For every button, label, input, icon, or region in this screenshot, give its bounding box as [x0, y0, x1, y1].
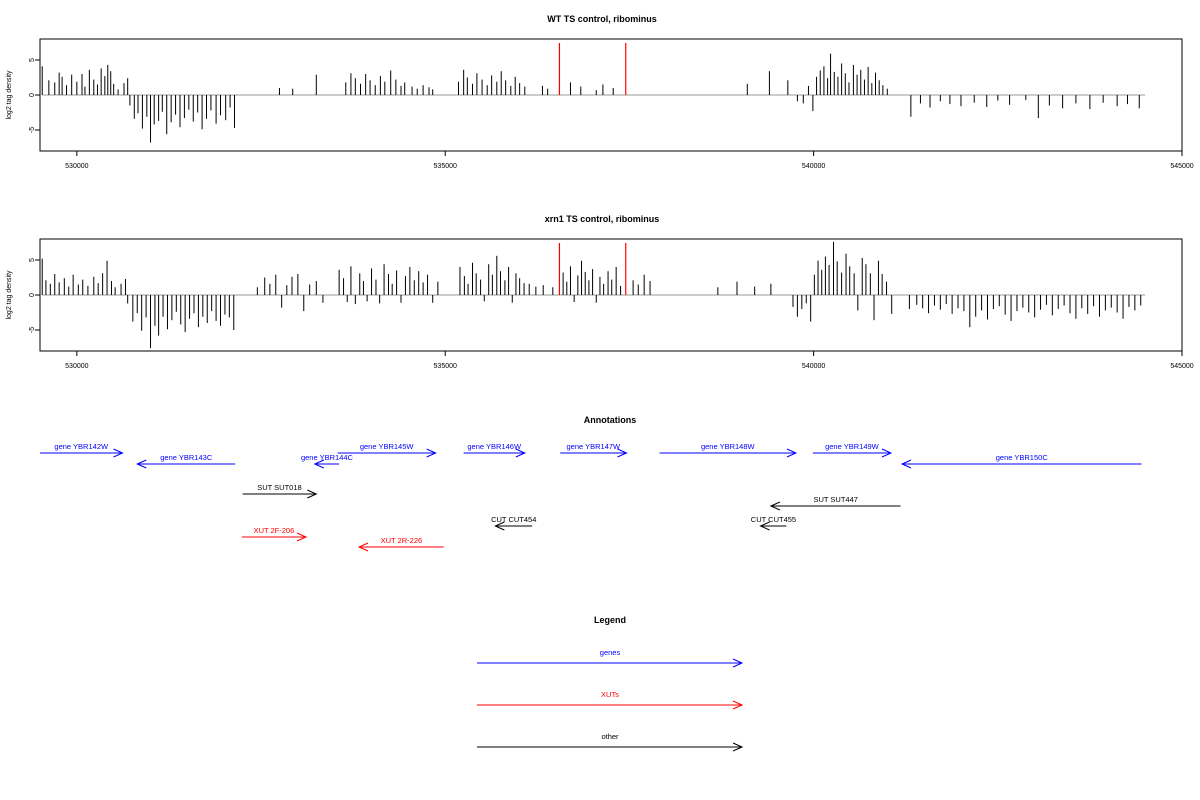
x-tick-label: 530000	[65, 363, 88, 370]
x-axis: 530000 535000 540000 545000	[65, 151, 1194, 170]
legend-label: XUTs	[601, 690, 619, 699]
annotation-arrow: CUT CUT454	[491, 515, 536, 531]
x-axis: 530000 535000 540000 545000	[65, 351, 1194, 370]
annotation-label: gene YBR146W	[467, 442, 522, 451]
legend-title: Legend	[594, 615, 626, 625]
panel-title: WT TS control, ribominus	[547, 14, 657, 24]
y-tick-label: -5	[29, 327, 36, 333]
annotation-label: CUT CUT455	[751, 515, 796, 524]
annotations-title: Annotations	[584, 415, 637, 425]
annotation-label: XUT 2F-206	[254, 526, 295, 535]
coverage-bars	[41, 241, 1146, 349]
legend: Legend genes XUTs other	[477, 615, 744, 752]
y-tick-label: 0	[29, 93, 36, 97]
annotation-arrow: gene YBR146W	[463, 442, 527, 458]
legend-item: other	[477, 732, 744, 752]
annotation-arrow: CUT CUT455	[751, 515, 796, 531]
annotation-arrow: gene YBR145W	[337, 442, 437, 458]
annotation-arrows: gene YBR142W gene YBR143C gene YBR144C gene…	[40, 442, 1142, 552]
annotation-label: gene YBR150C	[996, 453, 1049, 462]
y-tick-label: 5	[29, 258, 36, 262]
annotation-arrow: gene YBR143C	[136, 453, 236, 469]
annotation-arrow: gene YBR147W	[560, 442, 628, 458]
legend-label: other	[601, 732, 619, 741]
y-axis-label: log2 tag density	[6, 70, 13, 120]
annotation-label: CUT CUT454	[491, 515, 536, 524]
coverage-bars	[41, 43, 1146, 143]
annotation-label: SUT SUT018	[257, 483, 301, 492]
annotation-arrow: SUT SUT447	[769, 495, 901, 511]
x-tick-label: 530000	[65, 163, 88, 170]
annotation-label: gene YBR149W	[825, 442, 880, 451]
x-tick-label: 545000	[1170, 163, 1193, 170]
x-tick-label: 540000	[802, 163, 825, 170]
annotation-label: SUT SUT447	[813, 495, 857, 504]
annotation-label: gene YBR142W	[54, 442, 109, 451]
legend-label: genes	[600, 648, 621, 657]
x-tick-label: 535000	[434, 163, 457, 170]
panel-title: xrn1 TS control, ribominus	[545, 214, 660, 224]
annotation-arrow: SUT SUT018	[242, 483, 318, 499]
annotation-arrow: XUT 2R-226	[357, 536, 444, 552]
y-axis-label: log2 tag density	[6, 270, 13, 320]
annotation-arrow: gene YBR142W	[40, 442, 124, 458]
y-tick-label: 0	[29, 293, 36, 297]
annotation-label: gene YBR148W	[701, 442, 756, 451]
y-tick-label: 5	[29, 58, 36, 62]
annotation-arrow: XUT 2F-206	[241, 526, 308, 542]
annotation-label: gene YBR143C	[160, 453, 213, 462]
panel-wt-coverage: WT TS control, ribominus log2 tag densit…	[6, 14, 1194, 170]
legend-items: genes XUTs other	[477, 648, 744, 752]
x-tick-label: 535000	[434, 363, 457, 370]
panel-xrn1-coverage: xrn1 TS control, ribominus log2 tag dens…	[6, 214, 1194, 370]
annotation-arrow: gene YBR144C	[301, 453, 354, 469]
y-axis: 5 0 -5	[29, 258, 40, 333]
annotation-label: gene YBR144C	[301, 453, 354, 462]
y-tick-label: -5	[29, 127, 36, 133]
x-tick-label: 540000	[802, 363, 825, 370]
annotation-label: gene YBR147W	[566, 442, 621, 451]
annotation-arrow: gene YBR150C	[900, 453, 1142, 469]
annotation-label: XUT 2R-226	[381, 536, 423, 545]
annotation-label: gene YBR145W	[360, 442, 415, 451]
legend-item: genes	[477, 648, 744, 668]
annotation-arrow: gene YBR149W	[812, 442, 893, 458]
y-axis: 5 0 -5	[29, 58, 40, 133]
annotation-arrow: gene YBR148W	[659, 442, 798, 458]
x-tick-label: 545000	[1170, 363, 1193, 370]
legend-item: XUTs	[477, 690, 744, 710]
